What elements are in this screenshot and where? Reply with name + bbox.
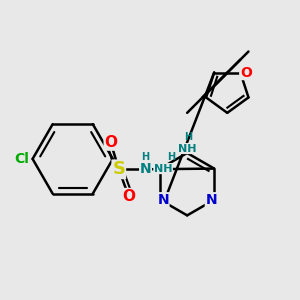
- Text: O: O: [240, 65, 252, 80]
- Text: H: H: [167, 152, 175, 162]
- Text: H: H: [142, 152, 150, 162]
- Text: O: O: [122, 189, 135, 204]
- Text: NH: NH: [154, 164, 172, 174]
- Text: N: N: [140, 162, 152, 176]
- Text: S: S: [112, 160, 125, 178]
- Text: N: N: [206, 193, 217, 207]
- Text: N: N: [157, 193, 169, 207]
- Text: O: O: [104, 135, 117, 150]
- Text: H: H: [184, 132, 193, 142]
- Text: NH: NH: [178, 143, 196, 154]
- Text: Cl: Cl: [15, 152, 30, 166]
